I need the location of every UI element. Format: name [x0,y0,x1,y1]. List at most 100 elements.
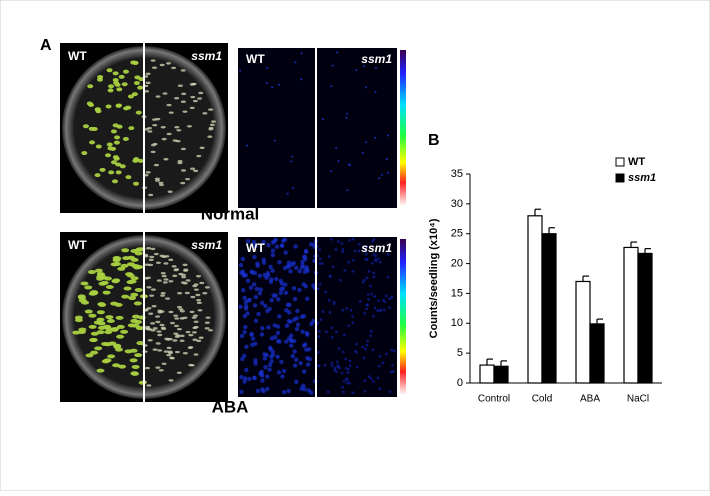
signal-spot [243,299,249,305]
signal-spot [277,83,280,86]
seedling [174,97,180,100]
signal-spot [341,350,345,354]
seedling [162,281,168,284]
signal-spot [265,386,270,392]
seedling [138,77,145,82]
signal-spot [304,347,309,352]
signal-spot [240,269,245,274]
signal-spot [347,260,350,264]
seedling [111,179,118,184]
seedling [89,140,96,145]
signal-spot [374,254,378,258]
signal-spot [239,69,242,72]
signal-spot [248,285,254,290]
seedling [173,332,179,335]
signal-spot [327,298,331,302]
signal-spot [262,356,268,361]
seedling [108,84,115,89]
signal-spot [335,370,338,374]
signal-spot [335,147,338,150]
seedling [106,142,113,147]
signal-spot [301,343,307,348]
signal-spot [322,118,325,121]
signal-spot [342,379,346,383]
seedling [115,162,122,167]
seedling [193,320,199,323]
signal-spot [369,284,372,288]
seedling [147,130,153,133]
seedling [115,170,122,175]
seedling [107,354,116,359]
image-label: ssm1 [361,241,392,255]
seedling [183,268,189,271]
signal-spot [254,286,260,292]
signal-spot [305,362,311,367]
signal-spot [260,326,265,331]
seedling [172,274,178,278]
seedling [148,312,154,315]
signal-spot [309,321,314,327]
seedling [158,181,164,185]
seedling [110,262,119,267]
signal-spot [247,376,252,382]
signal-spot [294,316,300,321]
seedling [177,159,183,163]
legend-label: WT [628,156,645,168]
seedling [105,285,114,290]
seedling [198,91,204,95]
signal-spot [261,239,266,245]
signal-spot [392,349,396,353]
seedling [205,316,211,319]
seedling [132,181,139,186]
signal-spot [259,300,265,306]
seedling [169,356,175,360]
seedling [176,327,182,331]
signal-spot [362,356,366,360]
seedling [161,137,167,141]
signal-spot [294,357,299,362]
signal-spot [380,173,383,176]
seedling [157,333,163,337]
seedling [136,341,145,346]
seedling [168,379,174,382]
signal-spot [316,321,320,325]
seedling [150,143,156,147]
seedling [160,272,166,275]
seedling [112,363,121,368]
signal-spot [325,330,328,334]
seedling [137,158,144,163]
seedling [115,103,122,108]
signal-spot [365,307,368,311]
seedling [190,295,196,299]
seedling [151,66,157,69]
seedling [182,263,188,267]
signal-spot [252,303,258,308]
signal-spot [363,311,366,315]
signal-spot [253,243,258,249]
signal-spot [365,343,369,347]
signal-spot [352,258,355,262]
signal-spot [242,329,247,335]
signal-spot [379,57,382,60]
signal-spot [292,349,297,354]
bar [623,246,639,384]
signal-spot [271,86,274,89]
seedling [208,329,214,332]
signal-spot [316,350,320,354]
seedling [191,331,197,334]
seedling [87,84,94,89]
signal-spot [269,354,274,359]
seedling [150,288,156,291]
signal-spot [391,364,394,367]
seedling [128,279,137,284]
signal-spot [362,65,365,68]
seedling [131,364,140,369]
signal-spot [267,367,272,372]
signal-spot [280,286,286,291]
seedling [144,90,150,93]
seedling [132,158,139,163]
seedling [120,263,129,268]
signal-spot [307,356,312,362]
bar [589,323,605,384]
signal-spot [358,300,362,303]
